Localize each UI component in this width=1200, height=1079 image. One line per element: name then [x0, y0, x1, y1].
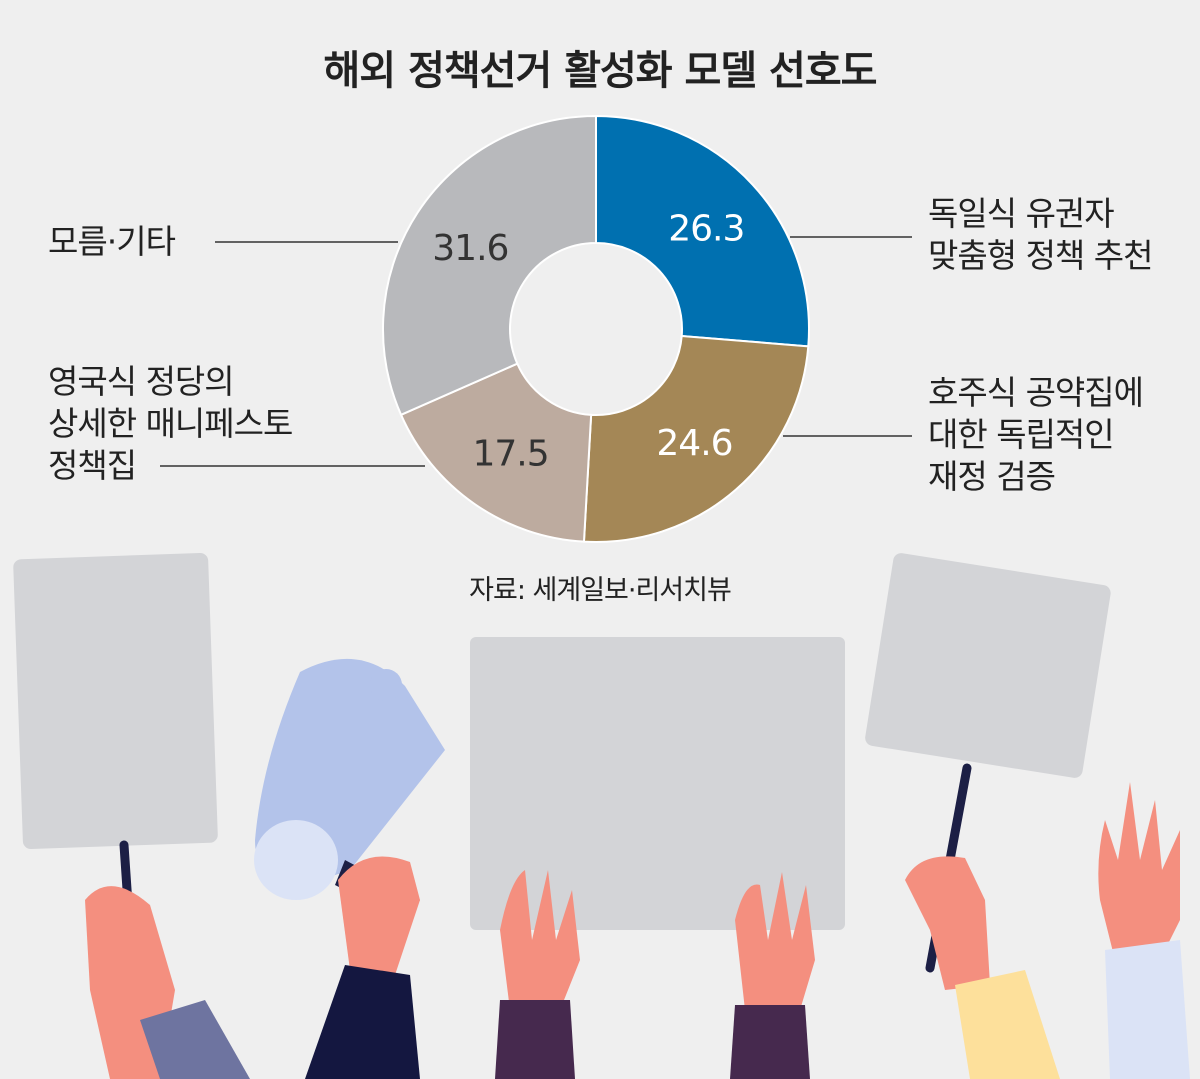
donut-value-labels: 26.3 24.6 17.5 31.6 — [432, 208, 745, 474]
hand-right-fist — [905, 856, 990, 990]
value-label-australia: 24.6 — [656, 423, 732, 464]
value-label-other: 31.6 — [432, 228, 508, 269]
sleeve-center-left — [495, 1000, 575, 1079]
hand-megaphone — [338, 856, 420, 975]
chart-title: 해외 정책선거 활성화 모델 선호도 — [323, 48, 878, 94]
sleeve-right — [955, 970, 1060, 1079]
hand-far-right — [1098, 782, 1180, 960]
sleeve-left — [140, 1000, 250, 1079]
protest-sign-right — [865, 553, 1111, 778]
value-label-uk: 17.5 — [472, 433, 548, 474]
sleeve-center-right — [730, 1005, 810, 1079]
sleeve-megaphone — [305, 965, 420, 1079]
category-label-australia: 호주식 공약집에 대한 독립적인 재정 검증 — [928, 373, 1144, 496]
protest-sign-left — [13, 552, 218, 850]
chart-source: 자료: 세계일보·리서치뷰 — [469, 575, 732, 606]
slice-australia — [582, 334, 810, 543]
protest-illustration — [13, 552, 1190, 1079]
sleeve-far-right — [1105, 940, 1190, 1079]
hand-center-right — [735, 872, 815, 1010]
protest-sign-center — [470, 637, 845, 930]
category-label-uk: 영국식 정당의 상세한 매니페스토 정책집 — [48, 362, 293, 485]
hand-center-left — [500, 870, 580, 1010]
category-label-other: 모름·기타 — [48, 222, 176, 261]
value-label-germany: 26.3 — [668, 208, 744, 249]
donut-slices — [382, 114, 810, 543]
category-label-germany: 독일식 유권자 맞춤형 정책 추천 — [928, 194, 1153, 275]
slice-uk — [399, 362, 593, 543]
slice-other — [382, 114, 597, 417]
slice-germany — [595, 114, 810, 348]
